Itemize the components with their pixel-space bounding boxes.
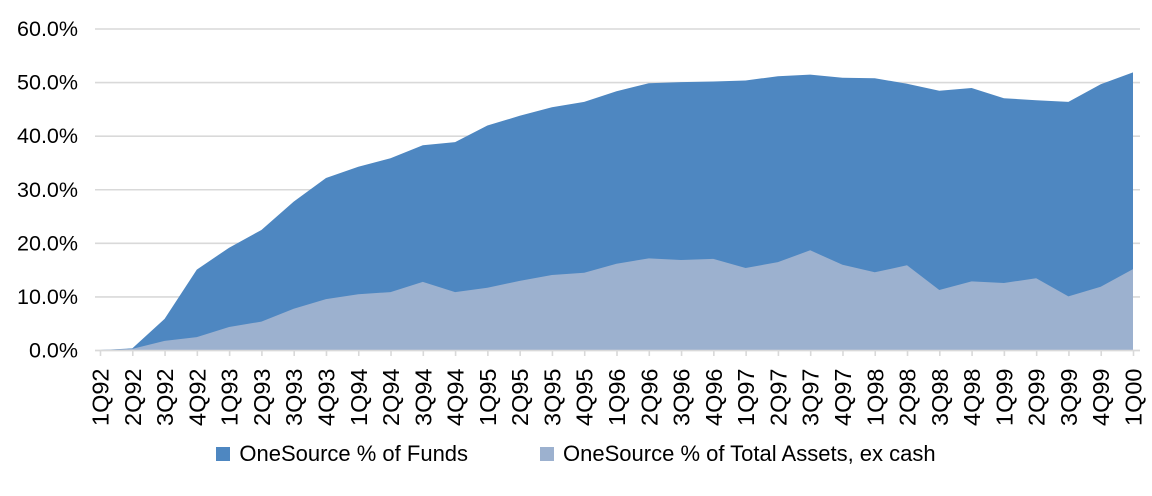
x-axis-label: 3Q95 — [539, 369, 565, 427]
x-axis-label: 3Q97 — [798, 369, 824, 427]
x-axis-label: 4Q98 — [959, 369, 985, 427]
legend-item-funds: OneSource % of Funds — [216, 441, 468, 467]
x-axis-label: 1Q95 — [475, 369, 501, 427]
x-axis-label: 1Q94 — [346, 369, 372, 427]
x-axis-label: 2Q97 — [765, 369, 791, 427]
x-axis-label: 4Q94 — [443, 369, 469, 427]
x-axis-label: 2Q92 — [120, 369, 146, 427]
x-axis-label: 3Q98 — [927, 369, 953, 427]
x-axis-label: 1Q00 — [1121, 369, 1147, 427]
x-axis-label: 2Q98 — [895, 369, 921, 427]
x-axis-label: 1Q96 — [604, 369, 630, 427]
x-axis-label: 1Q97 — [733, 369, 759, 427]
x-axis-label: 2Q94 — [378, 369, 404, 427]
x-axis-label: 1Q93 — [217, 369, 243, 427]
y-axis-label: 50.0% — [17, 71, 78, 95]
y-axis-label: 30.0% — [17, 178, 78, 202]
y-axis-label: 0.0% — [29, 339, 78, 363]
y-axis-label: 10.0% — [17, 285, 78, 309]
x-axis-label: 3Q94 — [410, 369, 436, 427]
x-axis-label: 3Q96 — [669, 369, 695, 427]
y-axis-label: 60.0% — [17, 17, 78, 41]
x-axis-label: 3Q92 — [152, 369, 178, 427]
x-axis-label: 4Q96 — [701, 369, 727, 427]
x-axis-label: 2Q99 — [1024, 369, 1050, 427]
legend-label-assets: OneSource % of Total Assets, ex cash — [563, 441, 936, 466]
x-axis-label: 2Q96 — [636, 369, 662, 427]
x-axis-label: 4Q93 — [314, 369, 340, 427]
legend-item-assets: OneSource % of Total Assets, ex cash — [540, 441, 936, 467]
x-axis-label: 4Q92 — [184, 369, 210, 427]
funds-swatch-icon — [216, 447, 231, 461]
assets-swatch-icon — [540, 447, 555, 461]
x-axis-label: 4Q95 — [572, 369, 598, 427]
x-axis-label: 4Q99 — [1088, 369, 1114, 427]
chart-legend: OneSource % of Funds OneSource % of Tota… — [0, 441, 1152, 467]
y-axis-label: 20.0% — [17, 231, 78, 255]
assets-area-series — [100, 250, 1133, 350]
x-axis-label: 3Q99 — [1056, 369, 1082, 427]
y-axis-label: 40.0% — [17, 124, 78, 148]
x-axis-label: 2Q93 — [249, 369, 275, 427]
x-axis-label: 1Q92 — [88, 369, 114, 427]
x-axis-label: 4Q97 — [830, 369, 856, 427]
x-axis-label: 2Q95 — [507, 369, 533, 427]
x-axis-label: 1Q98 — [862, 369, 888, 427]
x-axis-label: 3Q93 — [281, 369, 307, 427]
x-axis-label: 1Q99 — [991, 369, 1017, 427]
legend-label-funds: OneSource % of Funds — [239, 441, 469, 466]
